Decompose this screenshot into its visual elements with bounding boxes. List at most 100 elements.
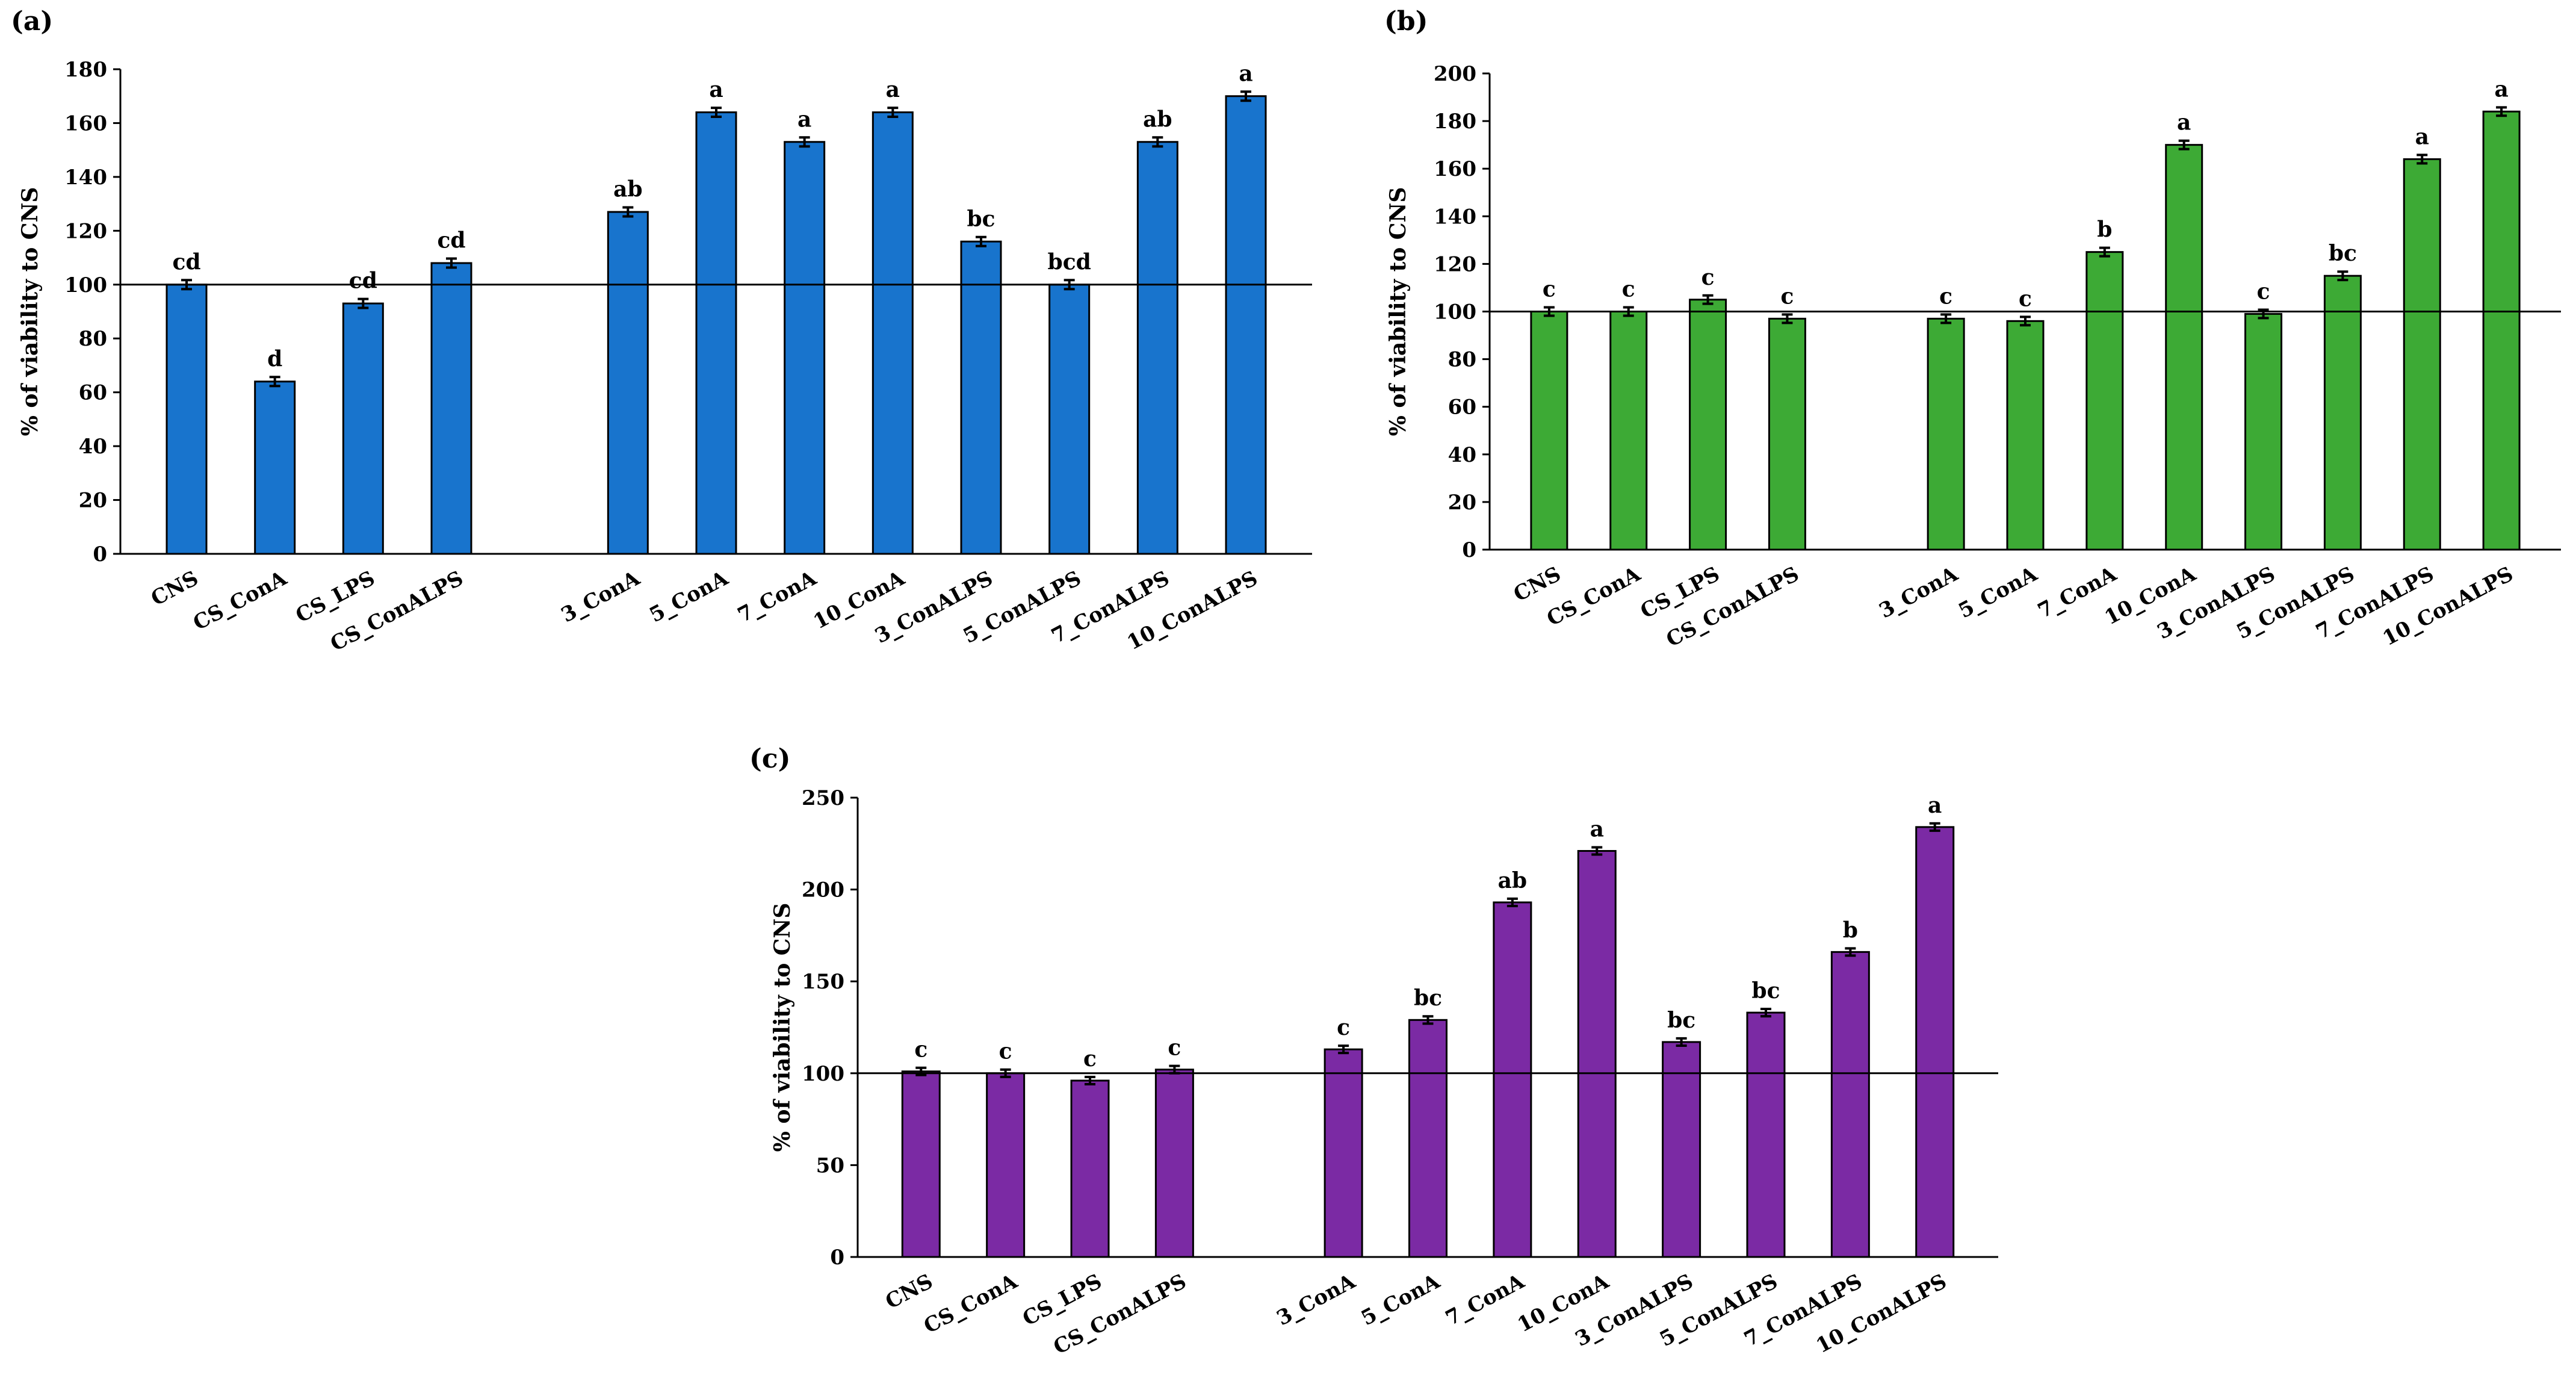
y-tick-label: 180: [1434, 110, 1476, 134]
y-tick-label: 0: [1462, 538, 1476, 562]
y-tick-label: 100: [64, 273, 107, 297]
panel-label: (b): [1384, 6, 1428, 37]
y-tick-label: 20: [79, 489, 107, 513]
bar: [2482, 110, 2521, 551]
bar: [695, 111, 737, 555]
significance-letter: cd: [172, 249, 200, 275]
significance-letter: c: [999, 1039, 1012, 1064]
significance-letter: a: [1239, 61, 1252, 86]
category-label: 3_ConA: [557, 566, 644, 627]
significance-letter: b: [1843, 917, 1858, 943]
category-label: 7_ConA: [1441, 1269, 1528, 1330]
bar: [1530, 311, 1568, 551]
bar: [2085, 251, 2124, 551]
significance-letter: c: [2019, 286, 2032, 311]
significance-letter: c: [1701, 265, 1715, 290]
significance-letter: c: [1543, 277, 1556, 302]
significance-letter: a: [1590, 816, 1604, 842]
bar: [784, 141, 826, 555]
bar: [2323, 275, 2362, 551]
bar: [1324, 1048, 1363, 1258]
bar: [1830, 951, 1870, 1258]
significance-letter: c: [1622, 277, 1635, 302]
chart-panel-c: (c) 0 50 100 150 200 250 % of viability to CNS c…: [749, 743, 1998, 1359]
y-tick-label: 200: [1434, 62, 1476, 86]
significance-letter: a: [797, 107, 811, 132]
y-tick-label: 40: [1448, 443, 1476, 467]
y-axis-label: % of viability to CNS: [1386, 187, 1411, 436]
significance-letter: cd: [437, 228, 465, 253]
significance-letter: bc: [1751, 978, 1780, 1004]
significance-letter: bc: [1667, 1008, 1695, 1033]
significance-letter: ab: [1498, 868, 1528, 893]
y-tick-label: 80: [1448, 348, 1476, 372]
significance-letter: c: [914, 1037, 927, 1063]
significance-letter: a: [709, 77, 723, 102]
category-label: 3_ConA: [1273, 1269, 1360, 1330]
category-label: 5_ConA: [1955, 562, 2042, 623]
category-label: CNS: [882, 1270, 937, 1314]
bar: [342, 302, 384, 555]
bar: [1915, 826, 1955, 1258]
bar: [2006, 320, 2045, 551]
y-tick-label: 120: [1434, 252, 1476, 276]
bar: [1689, 299, 1727, 551]
y-tick-label: 80: [79, 327, 107, 351]
y-tick-label: 100: [1434, 300, 1476, 324]
category-label: 10_ConALPS: [2379, 562, 2517, 651]
significance-letter: ab: [613, 177, 643, 202]
category-label: 5_ConA: [1357, 1269, 1444, 1330]
bar: [1136, 141, 1178, 555]
category-label: 3_ConA: [1875, 562, 1962, 623]
significance-letter: cd: [349, 268, 377, 294]
bar: [986, 1072, 1026, 1258]
significance-letter: c: [1939, 284, 1952, 309]
y-tick-label: 140: [64, 166, 107, 190]
bar: [1225, 95, 1267, 555]
bar: [1927, 317, 1965, 551]
bar: [1609, 311, 1648, 551]
category-label: CNS: [147, 566, 202, 611]
y-tick-label: 160: [1434, 157, 1476, 181]
panel-label: (c): [749, 743, 790, 774]
chart-panel-b: (b) 0 20 40 60 80 100 120 140 160 180 200 % of viabi…: [1384, 6, 2561, 652]
y-tick-label: 150: [802, 970, 844, 994]
y-tick-label: 60: [1448, 396, 1476, 420]
bar: [872, 111, 914, 555]
bar: [1746, 1011, 1786, 1258]
y-tick-label: 50: [816, 1153, 844, 1178]
significance-letter: c: [1168, 1035, 1181, 1061]
significance-letter: d: [267, 346, 282, 371]
significance-letter: bc: [1414, 985, 1442, 1011]
significance-letter: c: [1780, 284, 1794, 309]
bar: [2403, 158, 2441, 551]
significance-letter: c: [1337, 1015, 1350, 1040]
bar: [254, 380, 296, 555]
significance-letter: a: [2494, 76, 2508, 102]
y-tick-label: 40: [79, 435, 107, 459]
y-tick-label: 250: [802, 786, 844, 810]
y-tick-label: 100: [802, 1062, 844, 1086]
chart-panel-a: (a) 0 20 40 60 80 100 120 140 160 180 % of viabilit…: [11, 6, 1312, 656]
significance-letter: a: [1928, 793, 1942, 818]
significance-letter: c: [2257, 279, 2270, 305]
y-tick-label: 200: [802, 878, 844, 902]
y-tick-label: 60: [79, 381, 107, 405]
bar: [1577, 850, 1617, 1258]
y-axis-label: % of viability to CNS: [770, 903, 795, 1152]
category-label: CS_ConA: [189, 566, 291, 635]
y-tick-label: 0: [93, 542, 107, 566]
significance-letter: a: [2415, 124, 2429, 149]
y-tick-label: 20: [1448, 491, 1476, 515]
y-tick-label: 120: [64, 219, 107, 243]
category-label: 7_ConA: [734, 566, 820, 627]
significance-letter: ab: [1143, 107, 1172, 132]
significance-letter: c: [1083, 1046, 1097, 1072]
bar: [1154, 1069, 1194, 1258]
category-label: CS_ConALPS: [1662, 562, 1803, 653]
significance-letter: a: [2177, 110, 2191, 135]
bar: [960, 240, 1002, 555]
bar: [2165, 144, 2203, 551]
bar: [1768, 317, 1806, 551]
